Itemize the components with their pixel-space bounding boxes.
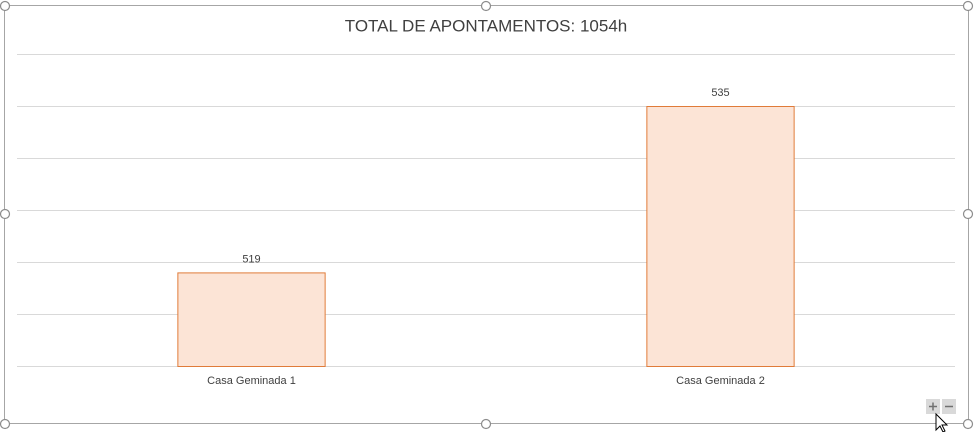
chart-frame[interactable] — [4, 5, 969, 424]
chart-title: TOTAL DE APONTAMENTOS: 1054h — [345, 16, 627, 35]
data-label: 535 — [711, 87, 729, 99]
zoom-buttons[interactable] — [926, 399, 956, 414]
x-tick-label: Casa Geminada 1 — [207, 375, 296, 387]
bar — [646, 106, 795, 367]
x-tick-label: Casa Geminada 2 — [676, 375, 765, 387]
bar — [177, 272, 326, 367]
data-label: 519 — [242, 253, 260, 265]
